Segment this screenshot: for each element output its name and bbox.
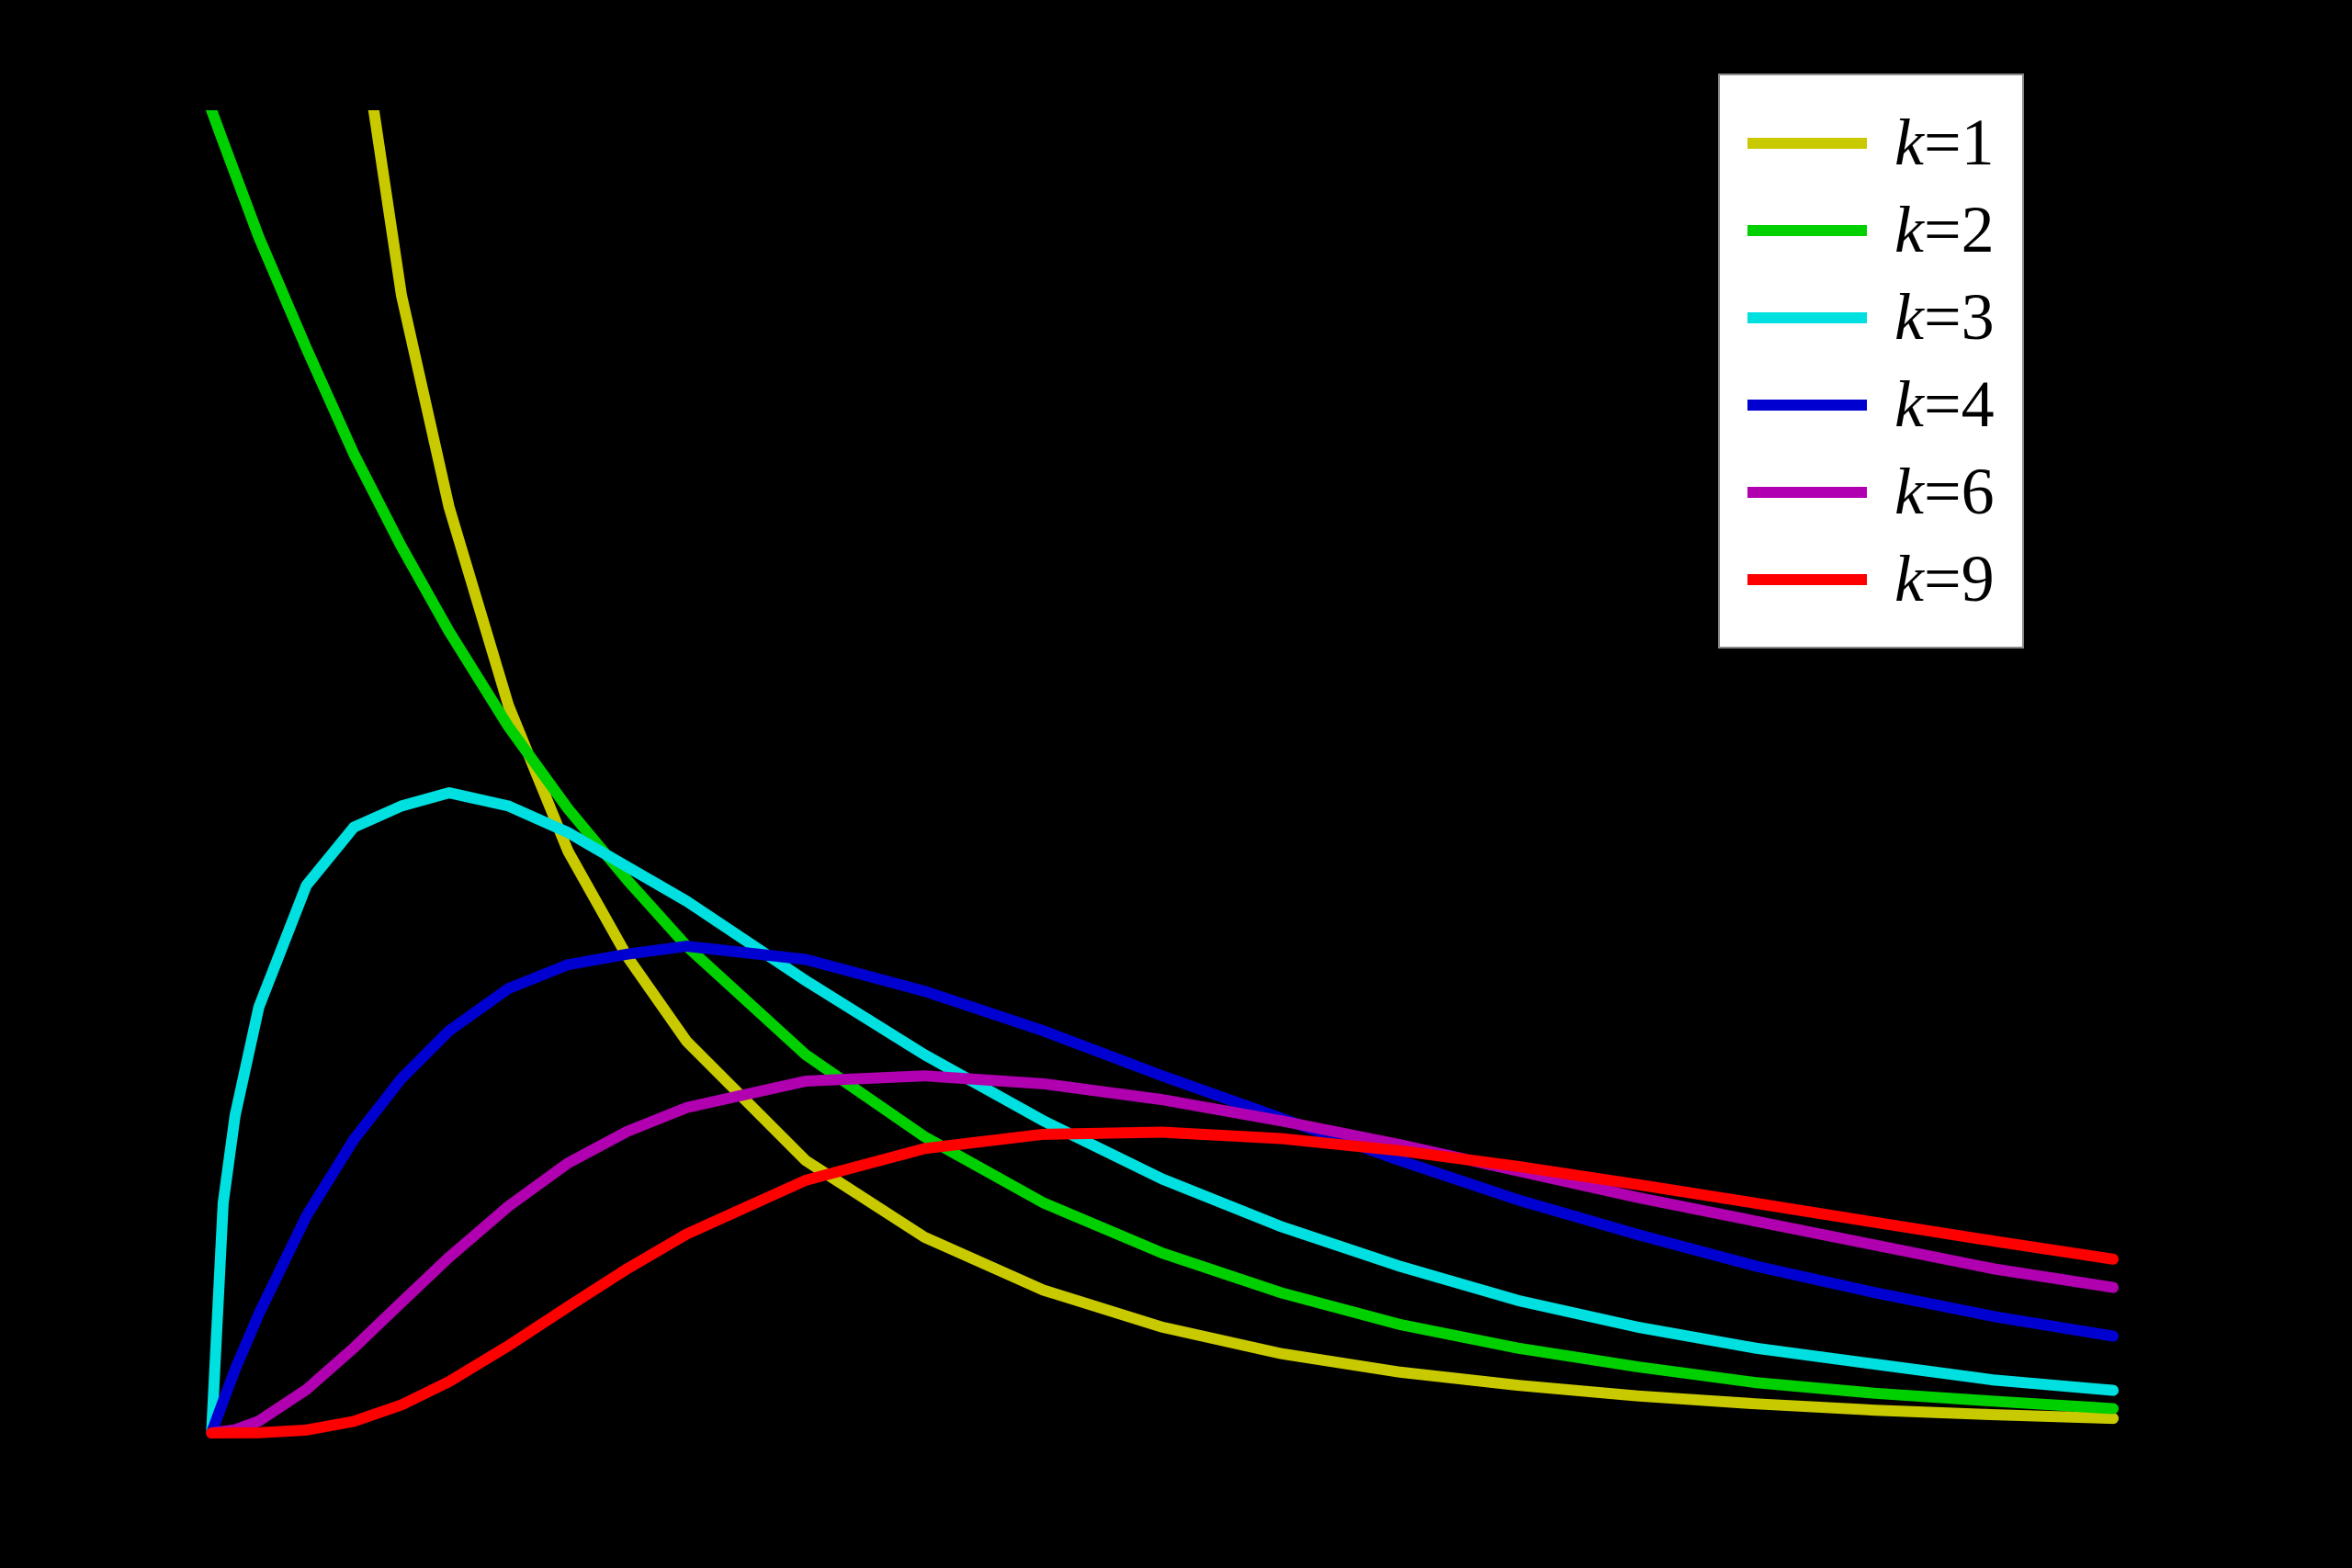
chart-container: k=1 k=2 k=3 k=4 k=6 k=9 (0, 0, 2352, 1568)
legend-label: k=3 (1894, 279, 1995, 355)
legend-label: k=2 (1894, 192, 1995, 268)
legend-swatch (1747, 487, 1867, 498)
legend-entry: k=2 (1747, 192, 1995, 268)
legend-swatch (1747, 225, 1867, 236)
legend-label: k=4 (1894, 367, 1995, 443)
legend-label: k=6 (1894, 454, 1995, 530)
legend-label: k=9 (1894, 541, 1995, 617)
legend-entry: k=3 (1747, 279, 1995, 355)
legend-label: k=1 (1894, 105, 1995, 181)
legend-entry: k=4 (1747, 367, 1995, 443)
legend: k=1 k=2 k=3 k=4 k=6 k=9 (1718, 73, 2024, 649)
legend-swatch (1747, 138, 1867, 149)
legend-entry: k=6 (1747, 454, 1995, 530)
legend-swatch (1747, 312, 1867, 323)
legend-swatch (1747, 574, 1867, 585)
series-line-k3 (211, 793, 2113, 1433)
legend-entry: k=1 (1747, 105, 1995, 181)
legend-entry: k=9 (1747, 541, 1995, 617)
legend-swatch (1747, 400, 1867, 411)
